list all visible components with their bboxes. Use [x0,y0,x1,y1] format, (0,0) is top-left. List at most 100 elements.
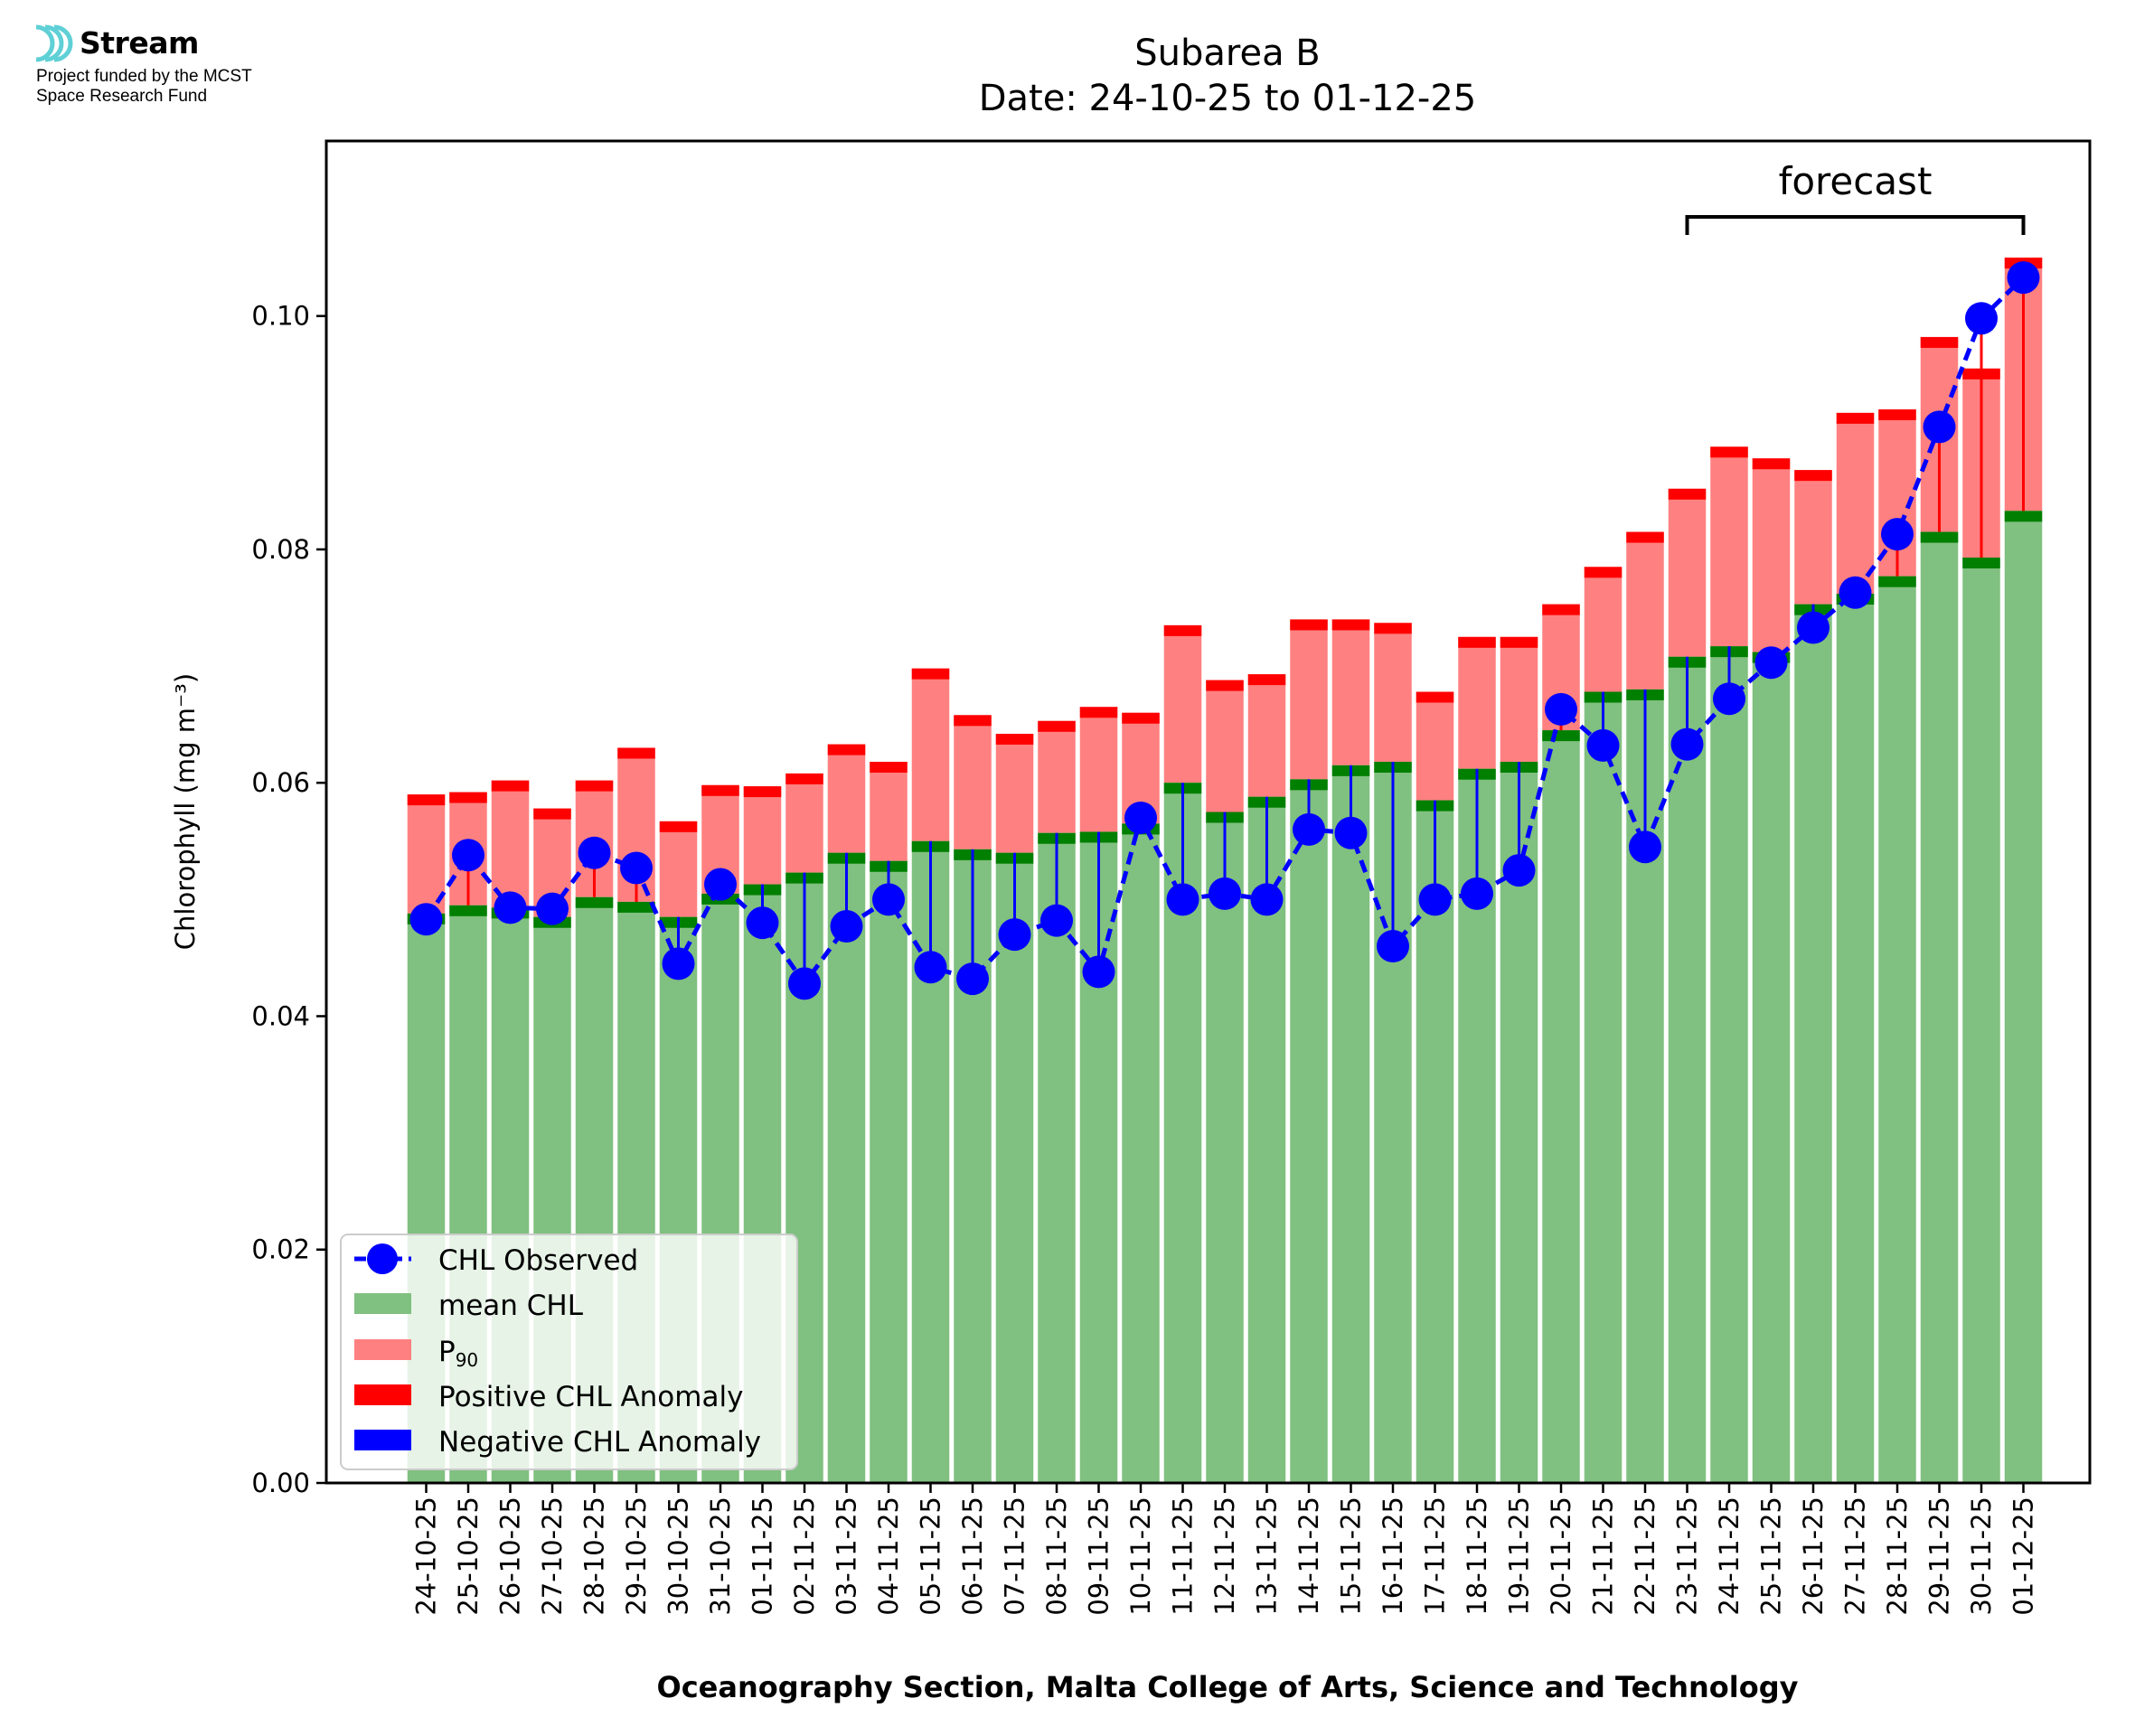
x-tick-label: 26-10-25 [495,1497,526,1616]
p90-bar [827,744,866,853]
p90-edge [1331,619,1370,631]
legend-p90-swatch [354,1339,411,1360]
p90-bar [870,761,908,861]
p90-edge [533,808,571,820]
x-tick-label: 31-10-25 [705,1497,736,1616]
observed-point [914,951,947,984]
x-tick-label: 01-12-25 [2008,1497,2039,1616]
legend-label-positive: Positive CHL Anomaly [438,1381,743,1413]
p90-edge [617,747,655,759]
p90-edge [1752,458,1791,470]
observed-point [1881,518,1914,551]
p90-bar [1710,446,1748,647]
observed-point [1040,904,1073,937]
x-tick-label: 21-11-25 [1588,1497,1619,1616]
p90-bar [1331,619,1370,765]
p90-edge [827,744,866,755]
legend-entry-mean: mean CHL [354,1290,584,1322]
p90-edge [1079,707,1118,718]
p90-edge [701,784,739,796]
observed-point [704,868,737,901]
legend: CHL Observed mean CHL P90 Positive CHL A… [340,1234,798,1470]
p90-bar [995,733,1034,853]
mean-bar [1038,832,1076,1483]
observed-point [830,910,863,943]
mean-bar [1710,646,1748,1483]
observed-point [1839,576,1872,609]
mean-edge [1962,557,2000,568]
x-tick-label: 01-11-25 [748,1497,778,1616]
x-tick-label: 11-11-25 [1168,1497,1199,1616]
p90-edge [1836,412,1875,424]
observed-point [662,947,695,981]
p90-edge [1247,674,1286,686]
mean-edge [617,901,655,913]
legend-mean-swatch [354,1293,411,1314]
p90-edge [575,780,614,792]
p90-bar [1458,636,1496,769]
observed-point [1923,410,1956,444]
p90-bar [1500,636,1538,762]
p90-bar [785,773,823,873]
x-tick-label: 23-11-25 [1672,1497,1703,1616]
observed-point [1754,646,1788,680]
p90-edge [1500,636,1538,648]
x-tick-label: 20-11-25 [1546,1497,1576,1616]
bars-layer [407,258,2043,1484]
x-tick-label: 17-11-25 [1420,1497,1451,1616]
observed-point [1124,801,1157,834]
p90-bar [743,786,782,885]
x-tick-label: 27-11-25 [1840,1497,1871,1616]
p90-edge [1038,720,1076,732]
observed-point [620,851,653,885]
p90-bar [1038,720,1076,833]
x-tick-label: 09-11-25 [1084,1497,1115,1616]
observed-point [409,903,443,936]
p90-edge [449,792,487,803]
p90-edge [911,668,950,680]
observed-point [1629,830,1661,864]
p90-bar [1752,458,1791,652]
legend-label-mean: mean CHL [438,1290,584,1322]
plot-frame [325,139,2092,1485]
p90-bar [1206,680,1244,812]
p90-bar [1416,691,1454,801]
mean-bar [1584,691,1623,1483]
stream-logo: Stream Project funded by the MCST Space … [33,22,252,106]
x-tick-label: 06-11-25 [957,1497,988,1616]
observed-point [1586,728,1620,762]
mean-bar [1668,656,1707,1483]
p90-edge [1626,531,1664,543]
x-tick-label: 03-11-25 [832,1497,862,1616]
p90-edge [743,786,782,798]
p90-bar [1836,412,1875,595]
observed-point [1713,682,1745,716]
y-tick-label: 0.02 [251,1234,310,1265]
forecast-bracket [1685,215,2026,235]
x-tick-label: 29-11-25 [1924,1497,1955,1616]
mean-bar [1920,531,1959,1484]
x-tick-label: 12-11-25 [1209,1497,1240,1616]
y-tick-label: 0.00 [251,1468,310,1498]
x-tick-label: 02-11-25 [789,1497,820,1616]
mean-bar [1962,557,2000,1484]
p90-edge [1710,446,1748,458]
x-tick-label: 14-11-25 [1293,1497,1324,1616]
mean-edge [1542,730,1580,742]
mean-bar [1290,779,1328,1483]
p90-edge [995,733,1034,745]
legend-label-negative: Negative CHL Anomaly [438,1426,761,1459]
observed-point [1334,816,1368,849]
mean-bar [2004,511,2043,1483]
observed-point [2007,261,2040,295]
x-tick-label: 29-10-25 [621,1497,652,1616]
observed-point [1166,883,1199,916]
x-tick-label: 28-10-25 [579,1497,610,1616]
forecast-label: forecast [1779,159,1933,203]
x-tick-label: 19-11-25 [1504,1497,1535,1616]
mean-bar [827,852,866,1483]
mean-edge [1878,576,1916,587]
observed-point [1965,302,1998,335]
p90-edge [1122,712,1160,724]
